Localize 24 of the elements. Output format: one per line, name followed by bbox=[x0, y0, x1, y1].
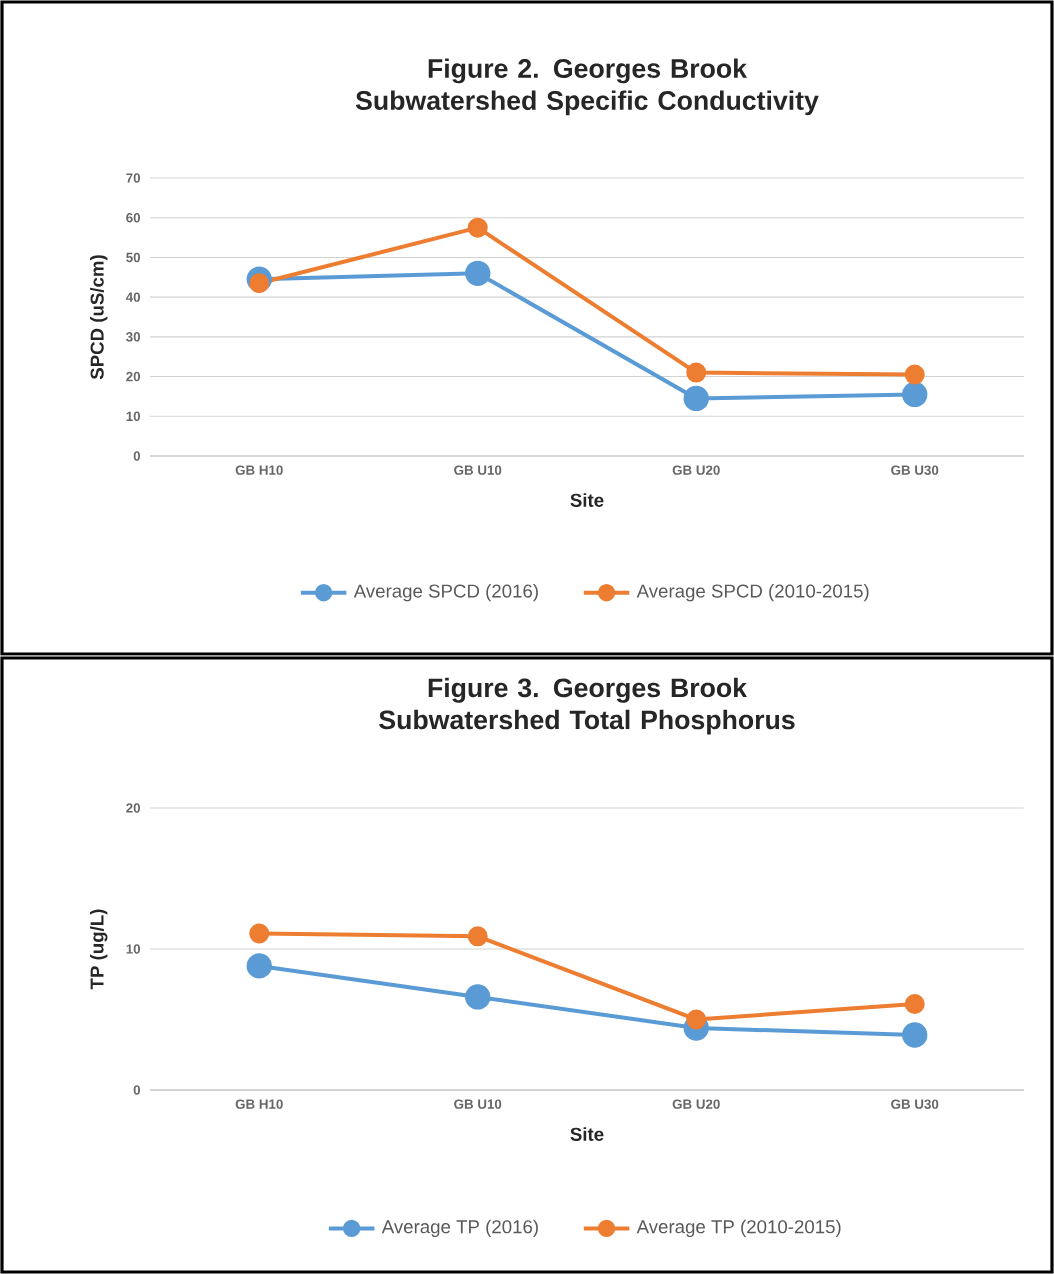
point bbox=[686, 362, 707, 383]
point bbox=[904, 993, 925, 1014]
y-axis-title: TP (ug/L) bbox=[89, 909, 108, 990]
point bbox=[465, 984, 491, 1010]
point bbox=[246, 953, 272, 979]
point bbox=[249, 923, 270, 944]
y-axis-title: SPCD (uS/cm) bbox=[90, 255, 108, 380]
point bbox=[249, 273, 270, 294]
legend-label: Average SPCD (2010-2015) bbox=[636, 583, 869, 602]
point bbox=[465, 260, 491, 286]
point bbox=[467, 926, 488, 947]
point bbox=[683, 385, 709, 412]
point bbox=[902, 1022, 928, 1048]
point bbox=[467, 217, 488, 238]
point bbox=[686, 1009, 707, 1030]
x-axis-title: Site bbox=[570, 1127, 604, 1141]
legend-label: Average TP (2010-2015) bbox=[636, 1219, 841, 1238]
point bbox=[904, 364, 925, 385]
legend-label: Average TP (2016) bbox=[381, 1219, 538, 1238]
x-axis-title: Site bbox=[570, 493, 604, 507]
chart-title: Figure 3. Georges Brook Subwatershed Total Phosphorus bbox=[379, 677, 795, 735]
legend-label: Average SPCD (2016) bbox=[353, 583, 538, 602]
point bbox=[902, 381, 928, 408]
chart-title: Figure 2. Georges Brook Subwatershed Specific Conductivity bbox=[355, 58, 819, 116]
